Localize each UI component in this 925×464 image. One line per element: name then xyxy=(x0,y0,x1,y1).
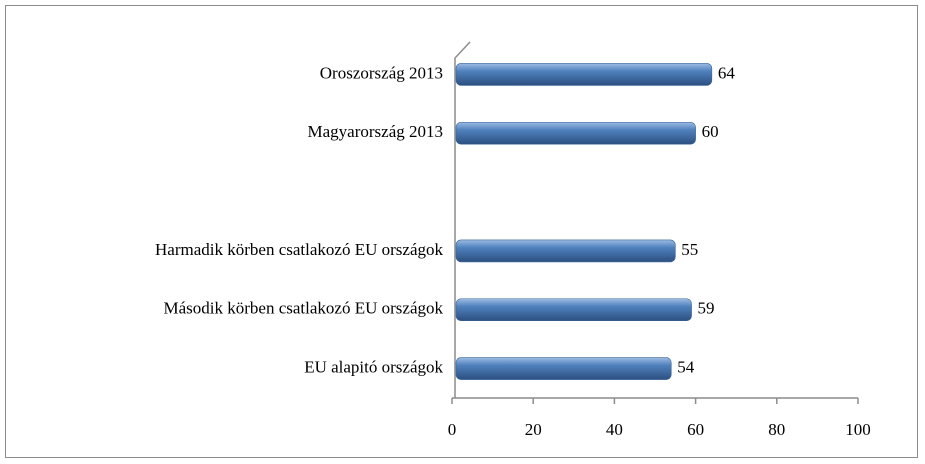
y-tick-label: Második körben csatlakozó EU országok xyxy=(164,299,444,318)
value-label: 55 xyxy=(681,240,698,259)
x-tick-label: 40 xyxy=(606,420,623,439)
bar xyxy=(455,121,696,145)
x-tick-label: 0 xyxy=(448,420,457,439)
bar xyxy=(455,357,672,380)
x-tick-label: 60 xyxy=(687,420,704,439)
y-tick-label: Magyarország 2013 xyxy=(308,122,444,141)
y-tick-label: EU alapitó országok xyxy=(304,357,443,376)
value-label: 64 xyxy=(718,63,736,82)
x-tick-label: 20 xyxy=(525,420,542,439)
axis-wall xyxy=(454,41,471,398)
bar xyxy=(455,239,676,263)
y-tick-label: Harmadik körben csatlakozó EU országok xyxy=(155,240,443,259)
x-tick-label: 80 xyxy=(768,420,785,439)
value-label: 60 xyxy=(702,122,719,141)
y-tick-label: Oroszország 2013 xyxy=(320,63,443,82)
x-tick-label: 100 xyxy=(845,420,871,439)
value-label: 59 xyxy=(698,299,715,318)
bar xyxy=(455,298,692,322)
value-label: 54 xyxy=(677,357,695,376)
bar xyxy=(455,63,713,86)
